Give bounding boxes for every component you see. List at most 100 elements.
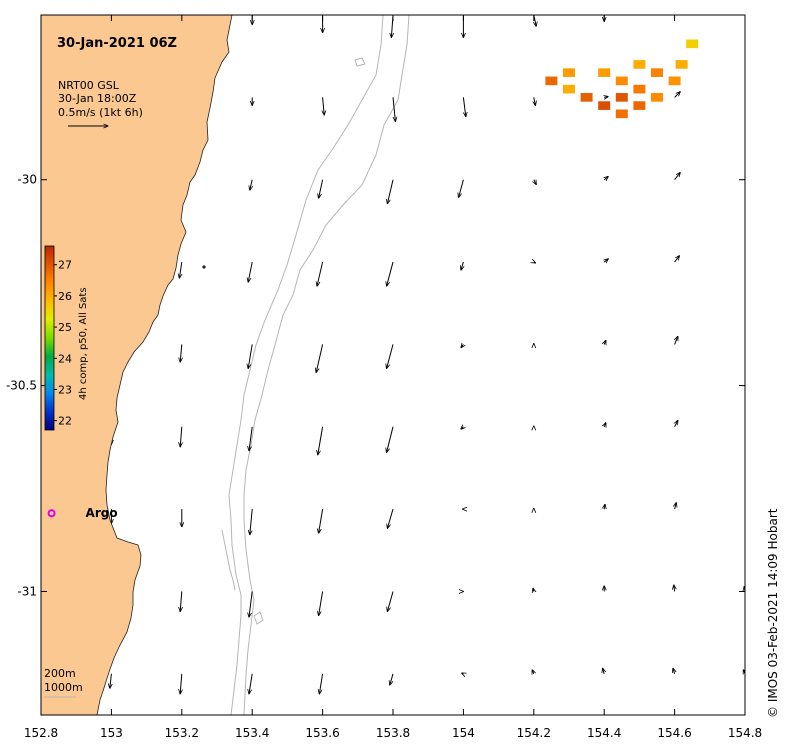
colorbar-tick-label: 24 <box>58 352 72 365</box>
x-tick-label: 153.4 <box>235 726 269 740</box>
map-title: 30-Jan-2021 06Z <box>57 36 177 51</box>
sst-cell <box>615 93 628 102</box>
sst-cell <box>598 68 611 77</box>
current-vector <box>319 509 324 533</box>
current-vector <box>603 668 605 674</box>
current-vectors <box>110 15 745 694</box>
x-tick-label: 153 <box>100 726 123 740</box>
current-vector <box>392 97 395 121</box>
current-vector <box>319 179 324 198</box>
coastal-island <box>202 265 206 269</box>
current-vector <box>180 426 182 447</box>
current-vector <box>387 179 394 204</box>
current-vector <box>248 344 253 368</box>
current-vector <box>387 508 394 528</box>
footer-credit: © IMOS 03-Feb-2021 14:09 Hobart <box>766 508 780 718</box>
current-vector <box>461 344 463 347</box>
argo-label: Argo <box>86 506 118 520</box>
current-vector <box>387 591 394 611</box>
current-vector <box>534 97 536 105</box>
current-vector <box>604 504 605 510</box>
isobath-contours <box>221 15 410 715</box>
x-tick-label: 153.2 <box>165 726 199 740</box>
current-vector <box>674 585 675 592</box>
current-vector <box>461 261 463 270</box>
colorbar-tick-label: 27 <box>58 259 72 272</box>
current-vector <box>604 177 608 180</box>
current-vector <box>674 92 681 98</box>
x-axis: 152.8 153 153.2 153.4 153.6 153.8 154 154.2 154.… <box>24 15 762 740</box>
colorbar-tick-label: 22 <box>58 415 72 428</box>
current-vector <box>110 673 112 688</box>
current-vector <box>534 179 536 185</box>
isobath-legend-1000m: 1000m <box>44 681 83 694</box>
colorbar: 22 23 24 25 26 27 4h comp, p50, All Sats <box>44 245 89 431</box>
current-vector <box>316 344 324 372</box>
sst-cell <box>615 76 628 86</box>
product-label: NRT00 GSL <box>58 79 120 92</box>
y-axis: -30 -30.5 -31 <box>6 173 745 598</box>
land-mass <box>41 15 233 715</box>
x-tick-label: 153.8 <box>376 726 410 740</box>
y-tick-label: -30.5 <box>6 379 37 393</box>
current-vector <box>462 673 464 674</box>
current-vector <box>604 97 608 98</box>
current-vector <box>250 509 253 535</box>
current-vector <box>675 503 677 510</box>
sst-patch <box>545 39 699 119</box>
sst-cell <box>668 76 681 86</box>
current-vector <box>604 259 608 262</box>
current-vector <box>248 261 253 282</box>
colorbar-tick-label: 23 <box>58 383 72 396</box>
sst-cell <box>633 101 646 110</box>
current-vector <box>674 173 681 181</box>
isobath-200m-line <box>228 15 384 715</box>
colorbar-tick-label: 25 <box>58 321 72 334</box>
current-vector <box>318 426 324 455</box>
isobath-1000m-line <box>243 15 410 715</box>
current-vector <box>461 427 463 429</box>
y-tick-label: -31 <box>17 584 37 598</box>
current-vector <box>180 591 182 611</box>
sst-cell <box>615 109 628 119</box>
arrow-scale-label: 0.5m/s (1kt 6h) <box>58 106 143 119</box>
current-vector <box>387 426 394 453</box>
sst-cell <box>651 68 663 77</box>
current-vector <box>319 673 324 694</box>
colorbar-title: 4h comp, p50, All Sats <box>78 287 89 400</box>
sst-cell <box>633 84 646 94</box>
sst-cell <box>675 60 688 69</box>
current-vector <box>675 336 678 345</box>
current-vector <box>534 262 536 263</box>
current-vector <box>533 588 534 591</box>
current-vector <box>462 97 465 116</box>
sst-cell <box>598 101 611 110</box>
colorbar-ticks: 22 23 24 25 26 27 <box>54 259 72 428</box>
sst-cell <box>563 68 575 77</box>
x-tick-label: 154.8 <box>728 726 762 740</box>
current-vector <box>674 256 680 263</box>
sst-cell <box>580 93 593 102</box>
sst-cell <box>633 60 646 69</box>
current-vector <box>675 420 678 427</box>
current-vector <box>317 261 324 286</box>
colorbar-scale <box>44 245 55 431</box>
current-vector <box>250 179 252 190</box>
current-vector <box>249 591 253 617</box>
isobath-shelf-line <box>221 529 236 591</box>
sst-cell <box>686 39 699 49</box>
current-vector <box>319 591 324 615</box>
sst-cell <box>651 93 663 102</box>
current-vector <box>532 670 534 674</box>
current-vector <box>387 261 394 286</box>
y-tick-label: -30 <box>17 173 37 187</box>
x-tick-label: 154.6 <box>657 726 691 740</box>
current-vector <box>673 668 675 674</box>
current-vector <box>249 426 253 451</box>
x-tick-label: 154 <box>452 726 475 740</box>
current-vector <box>390 673 394 685</box>
argo-float: Argo <box>47 506 118 520</box>
colorbar-tick-label: 26 <box>58 290 72 303</box>
